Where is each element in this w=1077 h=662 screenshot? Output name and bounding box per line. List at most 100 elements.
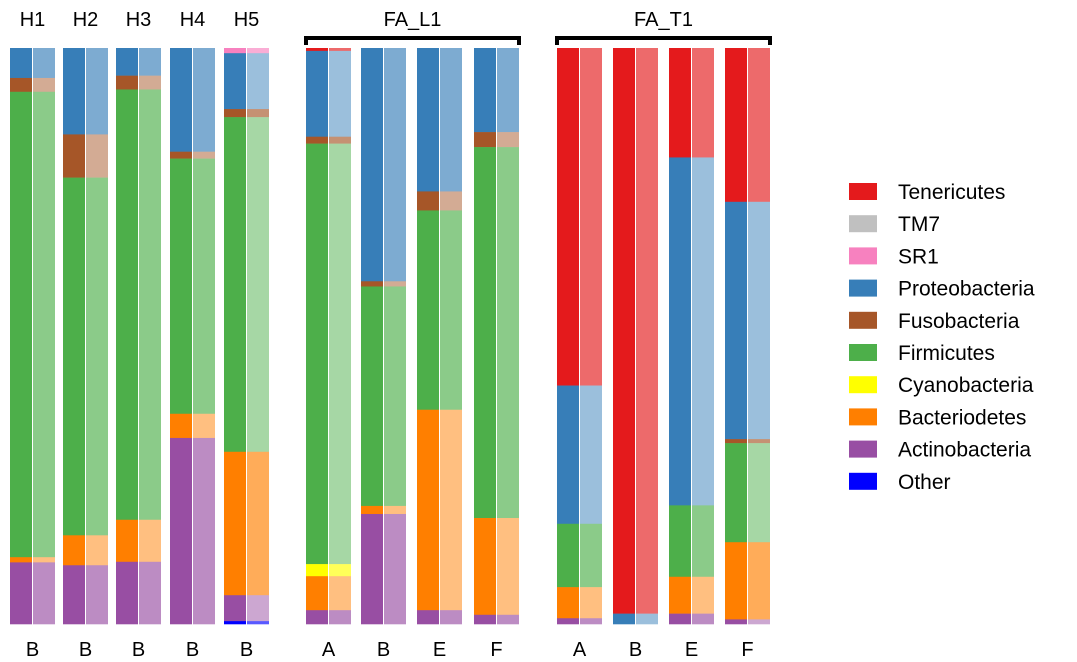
bar-segment-firmicutes: [170, 158, 192, 415]
bar-subsegment-firmicutes: [692, 505, 714, 578]
bar-segment-bacteriodetes: [63, 535, 85, 566]
bar-segment-other: [224, 621, 246, 625]
bar-subsegment-bacteriodetes: [329, 576, 351, 611]
bar-subsegment-proteobacteria: [692, 157, 714, 506]
bar-subsegment-other: [247, 621, 269, 625]
bar-subsegment-actinobacteria: [497, 614, 519, 625]
legend-swatch-tm7: [849, 215, 877, 233]
bar-subsegment-bacteriodetes: [580, 587, 602, 619]
bar-subsegment-firmicutes: [193, 158, 215, 415]
bar-subsegment-proteobacteria: [139, 48, 161, 76]
legend-label-tm7: TM7: [898, 213, 940, 236]
legend-label-fusobacteria: Fusobacteria: [898, 310, 1020, 333]
sample-bottom-label: B: [79, 639, 92, 661]
bar-subsegment-fusobacteria: [329, 136, 351, 144]
bar-subsegment-bacteriodetes: [692, 576, 714, 614]
legend-swatch-sr1: [849, 247, 877, 265]
bar-segment-actinobacteria: [474, 614, 496, 625]
bar-segment-actinobacteria: [116, 561, 138, 625]
legend-label-tenericutes: Tenericutes: [898, 181, 1005, 204]
bar-subsegment-bacteriodetes: [384, 505, 406, 515]
bar-subsegment-fusobacteria: [33, 77, 55, 93]
bar-subsegment-proteobacteria: [580, 385, 602, 525]
bar-segment-proteobacteria: [63, 48, 85, 135]
bar-segment-firmicutes: [63, 177, 85, 536]
bar-segment-proteobacteria: [306, 50, 328, 138]
legend-swatch-proteobacteria: [849, 279, 877, 297]
bar-segment-firmicutes: [669, 505, 691, 578]
bar-segment-bacteriodetes: [669, 576, 691, 614]
bar-segment-bacteriodetes: [361, 505, 383, 515]
bar-subsegment-firmicutes: [384, 286, 406, 507]
bar-segment-actinobacteria: [224, 595, 246, 622]
bar-segment-actinobacteria: [361, 513, 383, 625]
legend-swatch-bacteriodetes: [849, 408, 877, 426]
sample-top-label: H2: [73, 9, 99, 31]
bar-segment-proteobacteria: [725, 201, 747, 440]
bar-segment-actinobacteria: [10, 562, 32, 625]
bar-subsegment-tenericutes: [580, 48, 602, 386]
bar-subsegment-tenericutes: [636, 48, 658, 614]
bar-subsegment-proteobacteria: [440, 48, 462, 192]
bar-segment-firmicutes: [10, 91, 32, 558]
legend-swatch-cyanobacteria: [849, 376, 877, 394]
legend-label-proteobacteria: Proteobacteria: [898, 278, 1035, 301]
bar-segment-firmicutes: [417, 210, 439, 411]
bar-segment-proteobacteria: [669, 157, 691, 506]
sample-bottom-label: A: [322, 639, 336, 661]
bar-segment-bacteriodetes: [417, 409, 439, 611]
bar-segment-firmicutes: [116, 89, 138, 521]
bar-subsegment-actinobacteria: [329, 610, 351, 625]
bar-segment-fusobacteria: [306, 136, 328, 144]
bar-subsegment-bacteriodetes: [86, 535, 108, 566]
group-bracket: [304, 36, 521, 45]
bar-segment-fusobacteria: [725, 439, 747, 444]
sample-bottom-label: B: [240, 639, 253, 661]
sample-top-label: H3: [126, 9, 152, 31]
sample-bottom-label: B: [629, 639, 642, 661]
bar-subsegment-actinobacteria: [33, 562, 55, 625]
group-bracket: [555, 36, 772, 45]
bar-segment-firmicutes: [224, 117, 246, 453]
bar-segment-proteobacteria: [170, 48, 192, 152]
bar-subsegment-firmicutes: [748, 443, 770, 543]
bar-segment-tenericutes: [306, 48, 328, 52]
bar-segment-fusobacteria: [417, 191, 439, 211]
bar-segment-proteobacteria: [116, 48, 138, 76]
bar-subsegment-fusobacteria: [748, 439, 770, 444]
bar-subsegment-tenericutes: [329, 48, 351, 52]
bar-subsegment-firmicutes: [247, 117, 269, 453]
sample-bottom-label: B: [26, 639, 39, 661]
legend-label-firmicutes: Firmicutes: [898, 342, 995, 365]
bar-segment-bacteriodetes: [557, 587, 579, 619]
sample-bottom-label: E: [685, 639, 698, 661]
bar-subsegment-tenericutes: [748, 48, 770, 203]
bar-subsegment-actinobacteria: [86, 565, 108, 625]
bar-segment-bacteriodetes: [306, 576, 328, 611]
bar-subsegment-actinobacteria: [193, 437, 215, 625]
bar-segment-proteobacteria: [613, 613, 635, 625]
bar-segment-bacteriodetes: [224, 451, 246, 596]
bar-segment-proteobacteria: [361, 48, 383, 282]
bar-segment-fusobacteria: [10, 77, 32, 93]
legend-label-sr1: SR1: [898, 245, 939, 268]
bar-subsegment-actinobacteria: [580, 618, 602, 625]
bar-subsegment-fusobacteria: [497, 132, 519, 148]
bar-subsegment-tenericutes: [692, 48, 714, 158]
sample-top-label: H4: [180, 9, 206, 31]
bar-segment-actinobacteria: [417, 610, 439, 625]
group-title: FA_T1: [634, 9, 693, 31]
bar-segment-proteobacteria: [10, 48, 32, 79]
bar-subsegment-fusobacteria: [86, 134, 108, 178]
sample-bottom-label: B: [377, 639, 390, 661]
bar-subsegment-proteobacteria: [497, 48, 519, 133]
legend-label-other: Other: [898, 471, 951, 494]
bar-segment-fusobacteria: [474, 132, 496, 148]
sample-bottom-label: F: [490, 639, 502, 661]
bar-segment-cyanobacteria: [306, 564, 328, 577]
bar-segment-tenericutes: [613, 48, 635, 614]
bar-subsegment-proteobacteria: [329, 50, 351, 138]
bar-subsegment-bacteriodetes: [139, 519, 161, 563]
bar-subsegment-proteobacteria: [86, 48, 108, 135]
bar-subsegment-fusobacteria: [247, 109, 269, 118]
